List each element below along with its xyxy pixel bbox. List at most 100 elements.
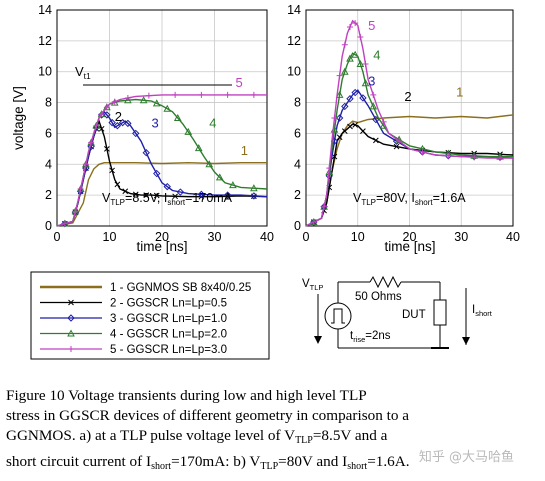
marker-3 <box>176 188 185 196</box>
marker-3 <box>113 122 122 130</box>
marker-2 <box>104 146 110 152</box>
marker-2 <box>336 134 343 141</box>
marker-5 <box>198 91 205 98</box>
y-tick-label: 6 <box>294 126 301 140</box>
y-tick-label: 4 <box>294 157 301 171</box>
marker-2 <box>109 167 115 174</box>
marker-4 <box>194 144 203 152</box>
vtlp-arrowhead <box>314 336 322 344</box>
curve-label-3: 3 <box>368 74 375 89</box>
legend-label-2: 2 - GGSCR Ln=Lp=0.5 <box>110 298 227 310</box>
marker-3 <box>250 192 258 200</box>
legend-marker-5 <box>68 346 74 352</box>
marker-5 <box>497 155 504 162</box>
y-tick-label: 12 <box>38 34 52 48</box>
legend-marker-4 <box>67 329 75 337</box>
marker-3 <box>197 190 206 199</box>
legend-label-4: 4 - GGSCR Ln=Lp=2.0 <box>110 329 227 341</box>
marker-5 <box>336 72 343 79</box>
curve-label-4: 4 <box>209 115 216 130</box>
x-tick-label: 20 <box>155 230 169 244</box>
y-tick-label: 10 <box>38 65 52 79</box>
caption-line-4: short circuit current of Ishort=170mA: b… <box>6 452 410 472</box>
y-tick-label: 2 <box>294 188 301 202</box>
right-condition-label: VTLP=80V, Ishort=1.6A <box>353 191 466 207</box>
legend: 1 - GGNMOS SB 8x40/0.25 2 - GGSCR Ln=Lp=0… <box>30 271 270 360</box>
marker-5 <box>357 34 364 40</box>
marker-2 <box>153 192 160 199</box>
curve-label-2: 2 <box>404 89 411 104</box>
x-tick-label: 10 <box>351 230 365 244</box>
marker-2 <box>98 125 105 132</box>
marker-3 <box>118 118 127 127</box>
marker-5 <box>172 91 179 98</box>
legend-label-1: 1 - GGNMOS SB 8x40/0.25 <box>110 282 251 294</box>
curve-label-3: 3 <box>152 115 159 130</box>
marker-2 <box>114 181 121 188</box>
marker-5 <box>310 219 317 226</box>
marker-5 <box>370 91 377 98</box>
legend-marker-2 <box>68 299 74 306</box>
marker-5 <box>321 203 328 210</box>
marker-5 <box>93 122 100 129</box>
marker-4 <box>250 184 258 192</box>
marker-4 <box>351 50 360 58</box>
marker-4 <box>346 54 354 62</box>
marker-2 <box>360 128 366 134</box>
marker-5 <box>124 94 131 101</box>
marker-4 <box>369 102 378 110</box>
left-y-axis-label: voltage [V] <box>11 86 26 150</box>
marker-3 <box>124 119 132 128</box>
marker-3 <box>142 149 150 157</box>
marker-5 <box>352 20 359 27</box>
marker-3 <box>153 169 161 178</box>
left-x-axis-label: time [ns] <box>136 239 187 254</box>
y-tick-label: 0 <box>294 219 301 233</box>
marker-3 <box>372 115 380 124</box>
marker-5 <box>362 61 369 67</box>
marker-5 <box>72 208 79 215</box>
marker-4 <box>205 160 214 168</box>
curve-label-5: 5 <box>236 75 243 90</box>
marker-3 <box>223 191 232 199</box>
resistor <box>369 275 402 289</box>
caption-line-3: GGNMOS. a) at a TLP pulse voltage level … <box>6 427 388 447</box>
marker-4 <box>229 181 237 189</box>
marker-3 <box>341 102 349 111</box>
marker-4 <box>215 173 224 181</box>
marker-2 <box>347 123 353 130</box>
marker-5 <box>331 115 338 121</box>
marker-3 <box>163 182 171 191</box>
marker-4 <box>340 67 349 75</box>
y-tick-label: 12 <box>287 34 301 48</box>
ishort-arrowhead <box>462 337 470 345</box>
caption-line-1: Figure 10 Voltage transients during low … <box>6 387 367 404</box>
left-condition-label: VTLP=8.5V, Ishort=170mA <box>102 191 233 207</box>
legend-label-3: 3 - GGSCR Ln=Lp=1.0 <box>110 313 227 325</box>
marker-4 <box>124 96 132 104</box>
x-tick-label: 40 <box>260 230 274 244</box>
y-tick-label: 6 <box>45 126 52 140</box>
marker-2 <box>352 122 359 128</box>
marker-2 <box>341 128 348 134</box>
marker-4 <box>184 127 193 135</box>
y-tick-label: 8 <box>45 96 52 110</box>
marker-2 <box>393 143 400 150</box>
marker-5 <box>380 118 387 125</box>
marker-2 <box>143 192 150 198</box>
right-x-axis-label: time [ns] <box>384 239 435 254</box>
legend-marker-3 <box>67 314 75 322</box>
right-plot-frame <box>305 9 514 227</box>
curve-label-5: 5 <box>368 18 375 33</box>
figure-caption: Figure 10 Voltage transients during low … <box>6 386 538 477</box>
marker-4 <box>152 99 161 107</box>
marker-5 <box>250 91 257 98</box>
marker-4 <box>173 113 182 121</box>
marker-2 <box>172 193 178 200</box>
marker-2 <box>373 137 379 144</box>
dut-label: DUT <box>402 309 426 321</box>
marker-5 <box>88 139 95 146</box>
